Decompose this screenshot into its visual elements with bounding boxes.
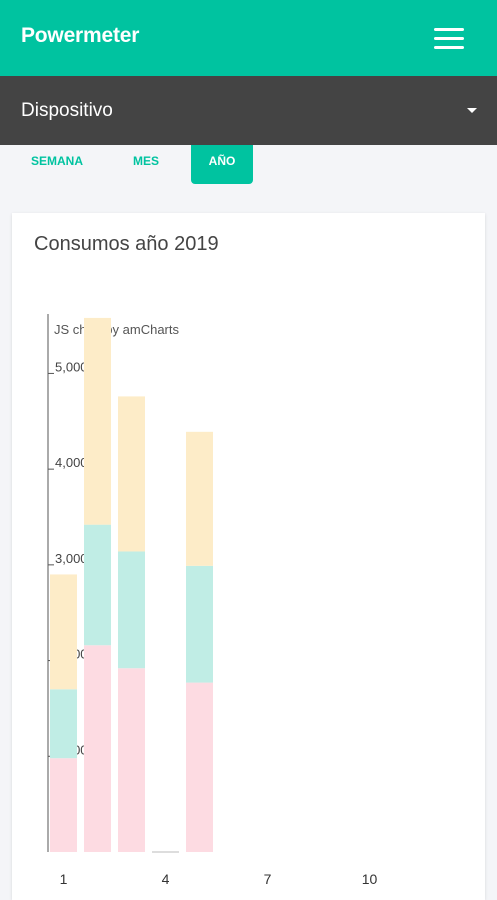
card-title: Consumos año 2019 (34, 233, 219, 255)
bar-segment (186, 431, 213, 566)
tab-semana[interactable]: SEMANA (30, 154, 83, 168)
bar-segment (84, 317, 111, 525)
bar-segment (118, 551, 145, 669)
bar-segment (84, 645, 111, 852)
y-tick-label: 3,000 (55, 551, 88, 566)
app-header: Powermeter (0, 0, 497, 76)
y-tick-label: 5,000 (55, 359, 88, 374)
tab-mes[interactable]: MES (132, 154, 159, 168)
caret-down-icon (467, 108, 477, 113)
consumption-card: JS chart by amCharts1,0002,0003,0004,000… (12, 213, 485, 900)
bar-segment (186, 565, 213, 683)
x-tick-label: 7 (264, 871, 272, 887)
consumption-chart: JS chart by amCharts1,0002,0003,0004,000… (47, 314, 378, 887)
bar-segment (118, 396, 145, 552)
device-dropdown-label: Dispositivo (21, 100, 113, 121)
bar-segment (84, 524, 111, 646)
chart-watermark: JS chart by amCharts (54, 322, 179, 337)
tab-ano[interactable]: AÑO (191, 145, 253, 184)
x-tick-label: 1 (60, 871, 68, 887)
device-dropdown[interactable]: Dispositivo (0, 76, 497, 145)
hamburger-menu-icon[interactable] (430, 24, 468, 54)
bar-segment (50, 689, 77, 759)
bar-segment (50, 574, 77, 690)
bar-segment (118, 668, 145, 852)
bar-segment (50, 758, 77, 852)
x-tick-label: 10 (362, 871, 378, 887)
y-tick-label: 4,000 (55, 455, 88, 470)
bar-segment (186, 682, 213, 852)
x-tick-label: 4 (162, 871, 170, 887)
app-title: Powermeter (21, 24, 140, 47)
